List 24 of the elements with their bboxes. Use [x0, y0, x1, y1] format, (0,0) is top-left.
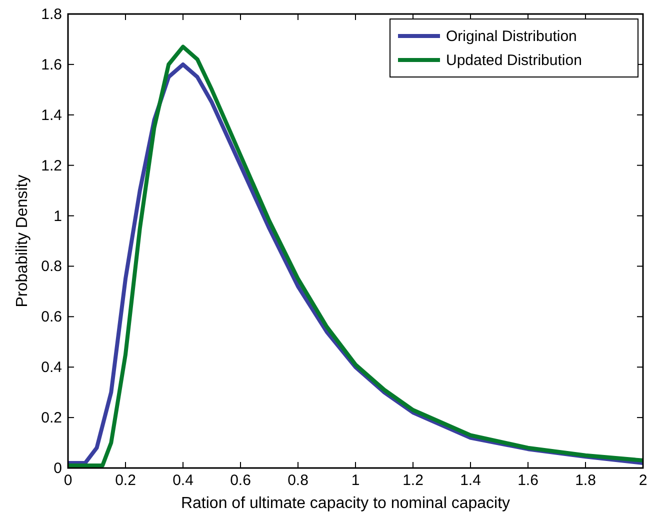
x-tick-label: 0.6 [230, 472, 251, 489]
y-tick-label: 1 [54, 208, 62, 225]
x-axis-title: Ration of ultimate capacity to nominal capacity [180, 495, 510, 512]
y-tick-label: 1.8 [41, 6, 62, 23]
y-tick-label: 0.6 [41, 308, 62, 326]
x-tick-label: 0.2 [115, 472, 136, 489]
legend-label: Original Distribution [446, 28, 577, 45]
x-tick-label: 1.6 [518, 472, 538, 489]
y-axis-title: Probability Density [14, 174, 31, 308]
y-tick-label: 0.2 [41, 410, 62, 427]
x-tick-label: 2 [638, 472, 647, 489]
x-tick-label: 1 [351, 472, 360, 489]
y-tick-label: 1.6 [41, 56, 62, 74]
y-tick-label: 0.8 [41, 258, 62, 276]
x-tick-label: 1.8 [575, 472, 596, 489]
y-tick-label: 1.2 [41, 157, 62, 174]
legend-label: Updated Distribution [446, 52, 582, 69]
x-tick-label: 1.4 [460, 472, 481, 489]
x-tick-label: 1.2 [402, 472, 424, 489]
y-tick-label: 0.4 [41, 359, 62, 376]
x-tick-label: 0.8 [288, 472, 308, 489]
y-tick-label: 0 [54, 460, 62, 477]
x-tick-label: 0.4 [172, 472, 194, 489]
y-tick-label: 1.4 [41, 106, 62, 124]
